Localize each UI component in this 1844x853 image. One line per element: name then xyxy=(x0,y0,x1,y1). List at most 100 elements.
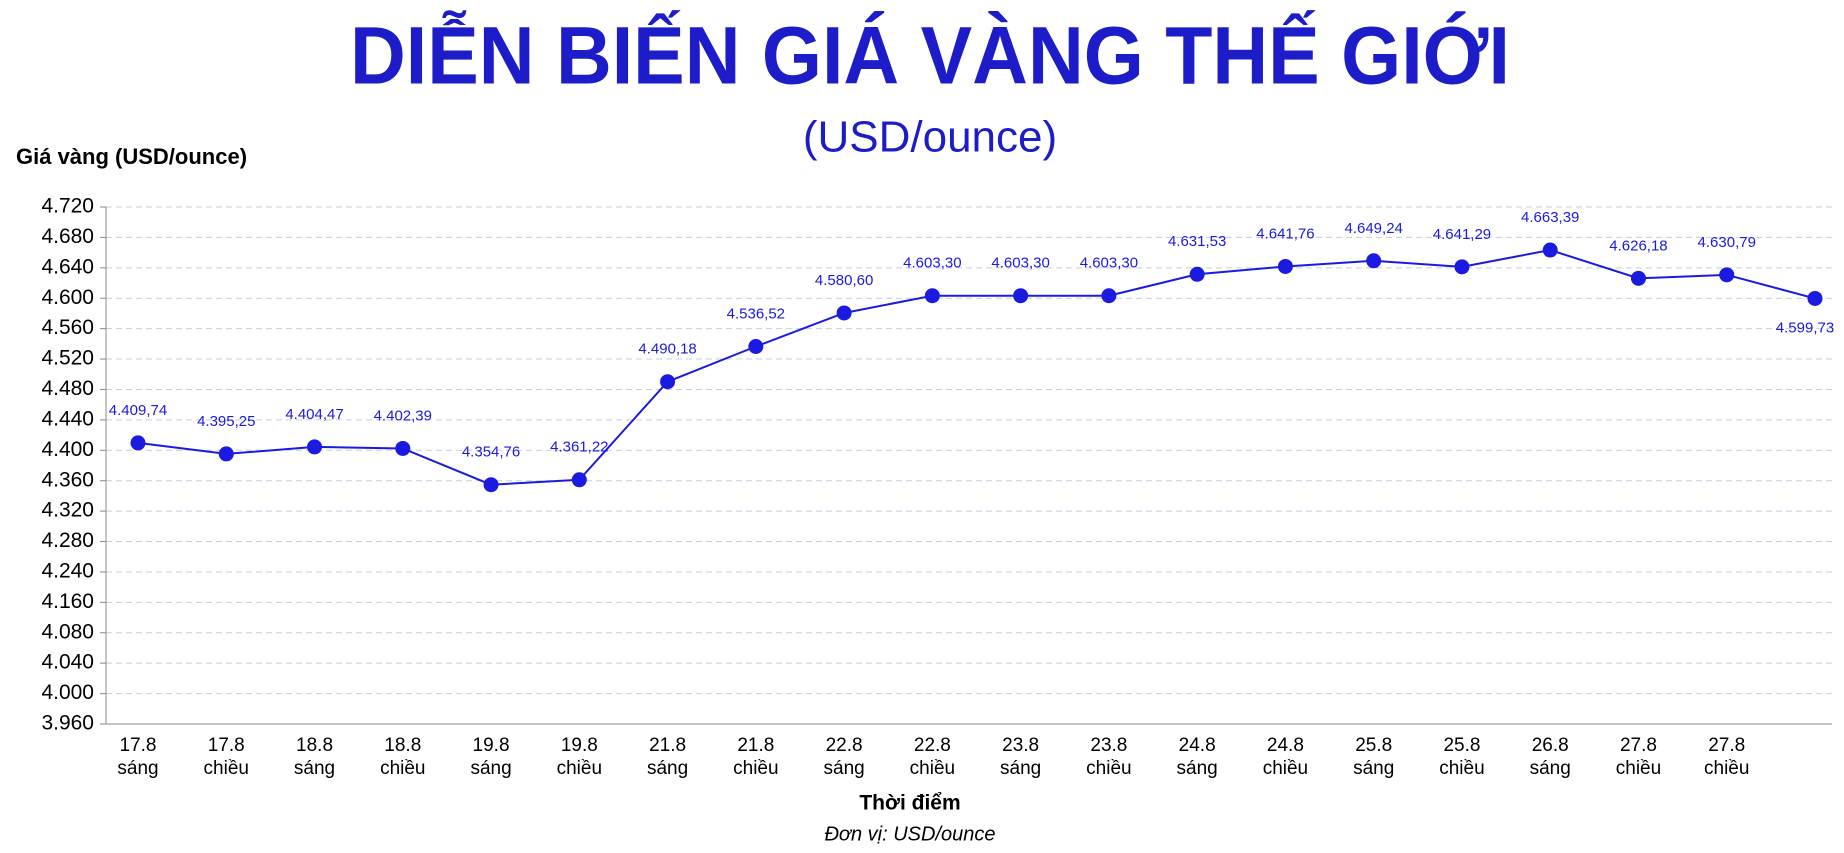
data-label: 4.626,18 xyxy=(1609,237,1667,254)
x-tick-label: sáng xyxy=(1530,758,1571,779)
y-tick-label: 4.560 xyxy=(41,316,94,339)
x-axis-label: Thời điểm xyxy=(859,792,960,815)
x-tick-label: chiều xyxy=(1086,758,1131,779)
point xyxy=(218,446,234,462)
y-tick-label: 3.960 xyxy=(41,712,94,735)
x-tick-label: sáng xyxy=(117,758,158,779)
data-label: 4.402,39 xyxy=(374,407,432,424)
point xyxy=(130,435,146,451)
x-tick-label: chiều xyxy=(380,758,425,779)
x-tick-label: 18.8 xyxy=(384,735,421,756)
x-tick-label: sáng xyxy=(470,758,511,779)
point xyxy=(571,472,587,488)
x-tick-label: 19.8 xyxy=(473,735,510,756)
point xyxy=(483,477,499,493)
data-label: 4.631,53 xyxy=(1168,233,1226,250)
data-label: 4.663,39 xyxy=(1521,209,1579,226)
y-tick-label: 4.720 xyxy=(41,195,94,218)
x-tick-label: 24.8 xyxy=(1179,735,1216,756)
point xyxy=(1101,288,1117,304)
x-tick-label: 22.8 xyxy=(826,735,863,756)
point xyxy=(1277,258,1293,274)
point xyxy=(1630,270,1646,286)
point xyxy=(1807,290,1823,306)
x-tick-label: chiều xyxy=(1439,758,1484,779)
point xyxy=(1542,242,1558,258)
y-tick-label: 4.600 xyxy=(41,286,94,309)
data-label: 4.641,29 xyxy=(1433,226,1491,243)
y-tick-label: 4.160 xyxy=(41,590,94,613)
y-tick-label: 4.360 xyxy=(41,468,94,491)
x-tick-label: chiều xyxy=(1704,758,1749,779)
x-tick-label: 19.8 xyxy=(561,735,598,756)
data-label: 4.630,79 xyxy=(1698,234,1756,251)
x-tick-label: 23.8 xyxy=(1090,735,1127,756)
x-tick-label: chiều xyxy=(910,758,955,779)
x-tick-label: chiều xyxy=(557,758,602,779)
data-label: 4.641,76 xyxy=(1256,225,1314,242)
data-label: 4.395,25 xyxy=(197,413,255,430)
x-tick-label: chiều xyxy=(733,758,778,779)
y-tick-label: 4.480 xyxy=(41,377,94,400)
data-label: 4.603,30 xyxy=(1080,255,1138,272)
x-tick-label: sáng xyxy=(1353,758,1394,779)
y-tick-label: 4.400 xyxy=(41,438,94,461)
data-label: 4.649,24 xyxy=(1344,220,1402,237)
data-label: 4.603,30 xyxy=(991,255,1049,272)
x-tick-label: 24.8 xyxy=(1267,735,1304,756)
x-tick-label: chiều xyxy=(1263,758,1308,779)
data-label: 4.580,60 xyxy=(815,272,873,289)
x-tick-label: 25.8 xyxy=(1355,735,1392,756)
point xyxy=(1454,259,1470,275)
point xyxy=(1366,253,1382,269)
line xyxy=(137,249,1816,486)
point xyxy=(1013,288,1029,304)
y-tick-label: 4.680 xyxy=(41,225,94,248)
data-label: 4.490,18 xyxy=(638,341,696,358)
footnote: Đơn vị: USD/ounce xyxy=(824,823,995,845)
point xyxy=(395,440,411,456)
x-tick-label: 26.8 xyxy=(1532,735,1569,756)
y-tick-label: 4.280 xyxy=(41,529,94,552)
x-tick-label: 21.8 xyxy=(649,735,686,756)
x-tick-label: 17.8 xyxy=(208,735,245,756)
point xyxy=(660,374,676,390)
y-tick-label: 4.320 xyxy=(41,499,94,522)
y-tick-label: 4.520 xyxy=(41,347,94,370)
x-tick-label: 22.8 xyxy=(914,735,951,756)
y-axis-label: Giá vàng (USD/ounce) xyxy=(16,144,247,169)
y-tick-label: 4.640 xyxy=(41,255,94,278)
x-tick-label: 27.8 xyxy=(1620,735,1657,756)
data-label: 4.536,52 xyxy=(727,305,785,322)
x-tick-label: 17.8 xyxy=(120,735,157,756)
point xyxy=(748,338,764,354)
x-tick-label: sáng xyxy=(294,758,335,779)
x-tick-label: sáng xyxy=(824,758,865,779)
x-tick-label: sáng xyxy=(1000,758,1041,779)
point xyxy=(924,288,940,304)
point xyxy=(836,305,852,321)
x-tick-label: chiều xyxy=(1616,758,1661,779)
data-label: 4.409,74 xyxy=(109,402,167,419)
x-tick-label: sáng xyxy=(647,758,688,779)
data-label: 4.404,47 xyxy=(285,406,343,423)
x-tick-label: 25.8 xyxy=(1443,735,1480,756)
data-label: 4.354,76 xyxy=(462,444,520,461)
x-tick-label: 18.8 xyxy=(296,735,333,756)
chart-subtitle: (USD/ounce) xyxy=(803,113,1057,162)
point xyxy=(307,439,323,455)
x-tick-label: 21.8 xyxy=(737,735,774,756)
data-label: 4.361,22 xyxy=(550,439,608,456)
y-tick-label: 4.040 xyxy=(41,651,94,674)
x-tick-label: sáng xyxy=(1177,758,1218,779)
point xyxy=(1189,266,1205,282)
point xyxy=(1719,267,1735,283)
x-tick-label: 27.8 xyxy=(1708,735,1745,756)
data-label: 4.603,30 xyxy=(903,255,961,272)
data-label: 4.599,73 xyxy=(1776,319,1834,336)
x-tick-label: chiều xyxy=(204,758,249,779)
y-tick-label: 4.240 xyxy=(41,559,94,582)
y-tick-label: 4.000 xyxy=(41,681,94,704)
chart-title: DIỄN BIẾN GIÁ VÀNG THẾ GIỚI xyxy=(350,11,1510,102)
